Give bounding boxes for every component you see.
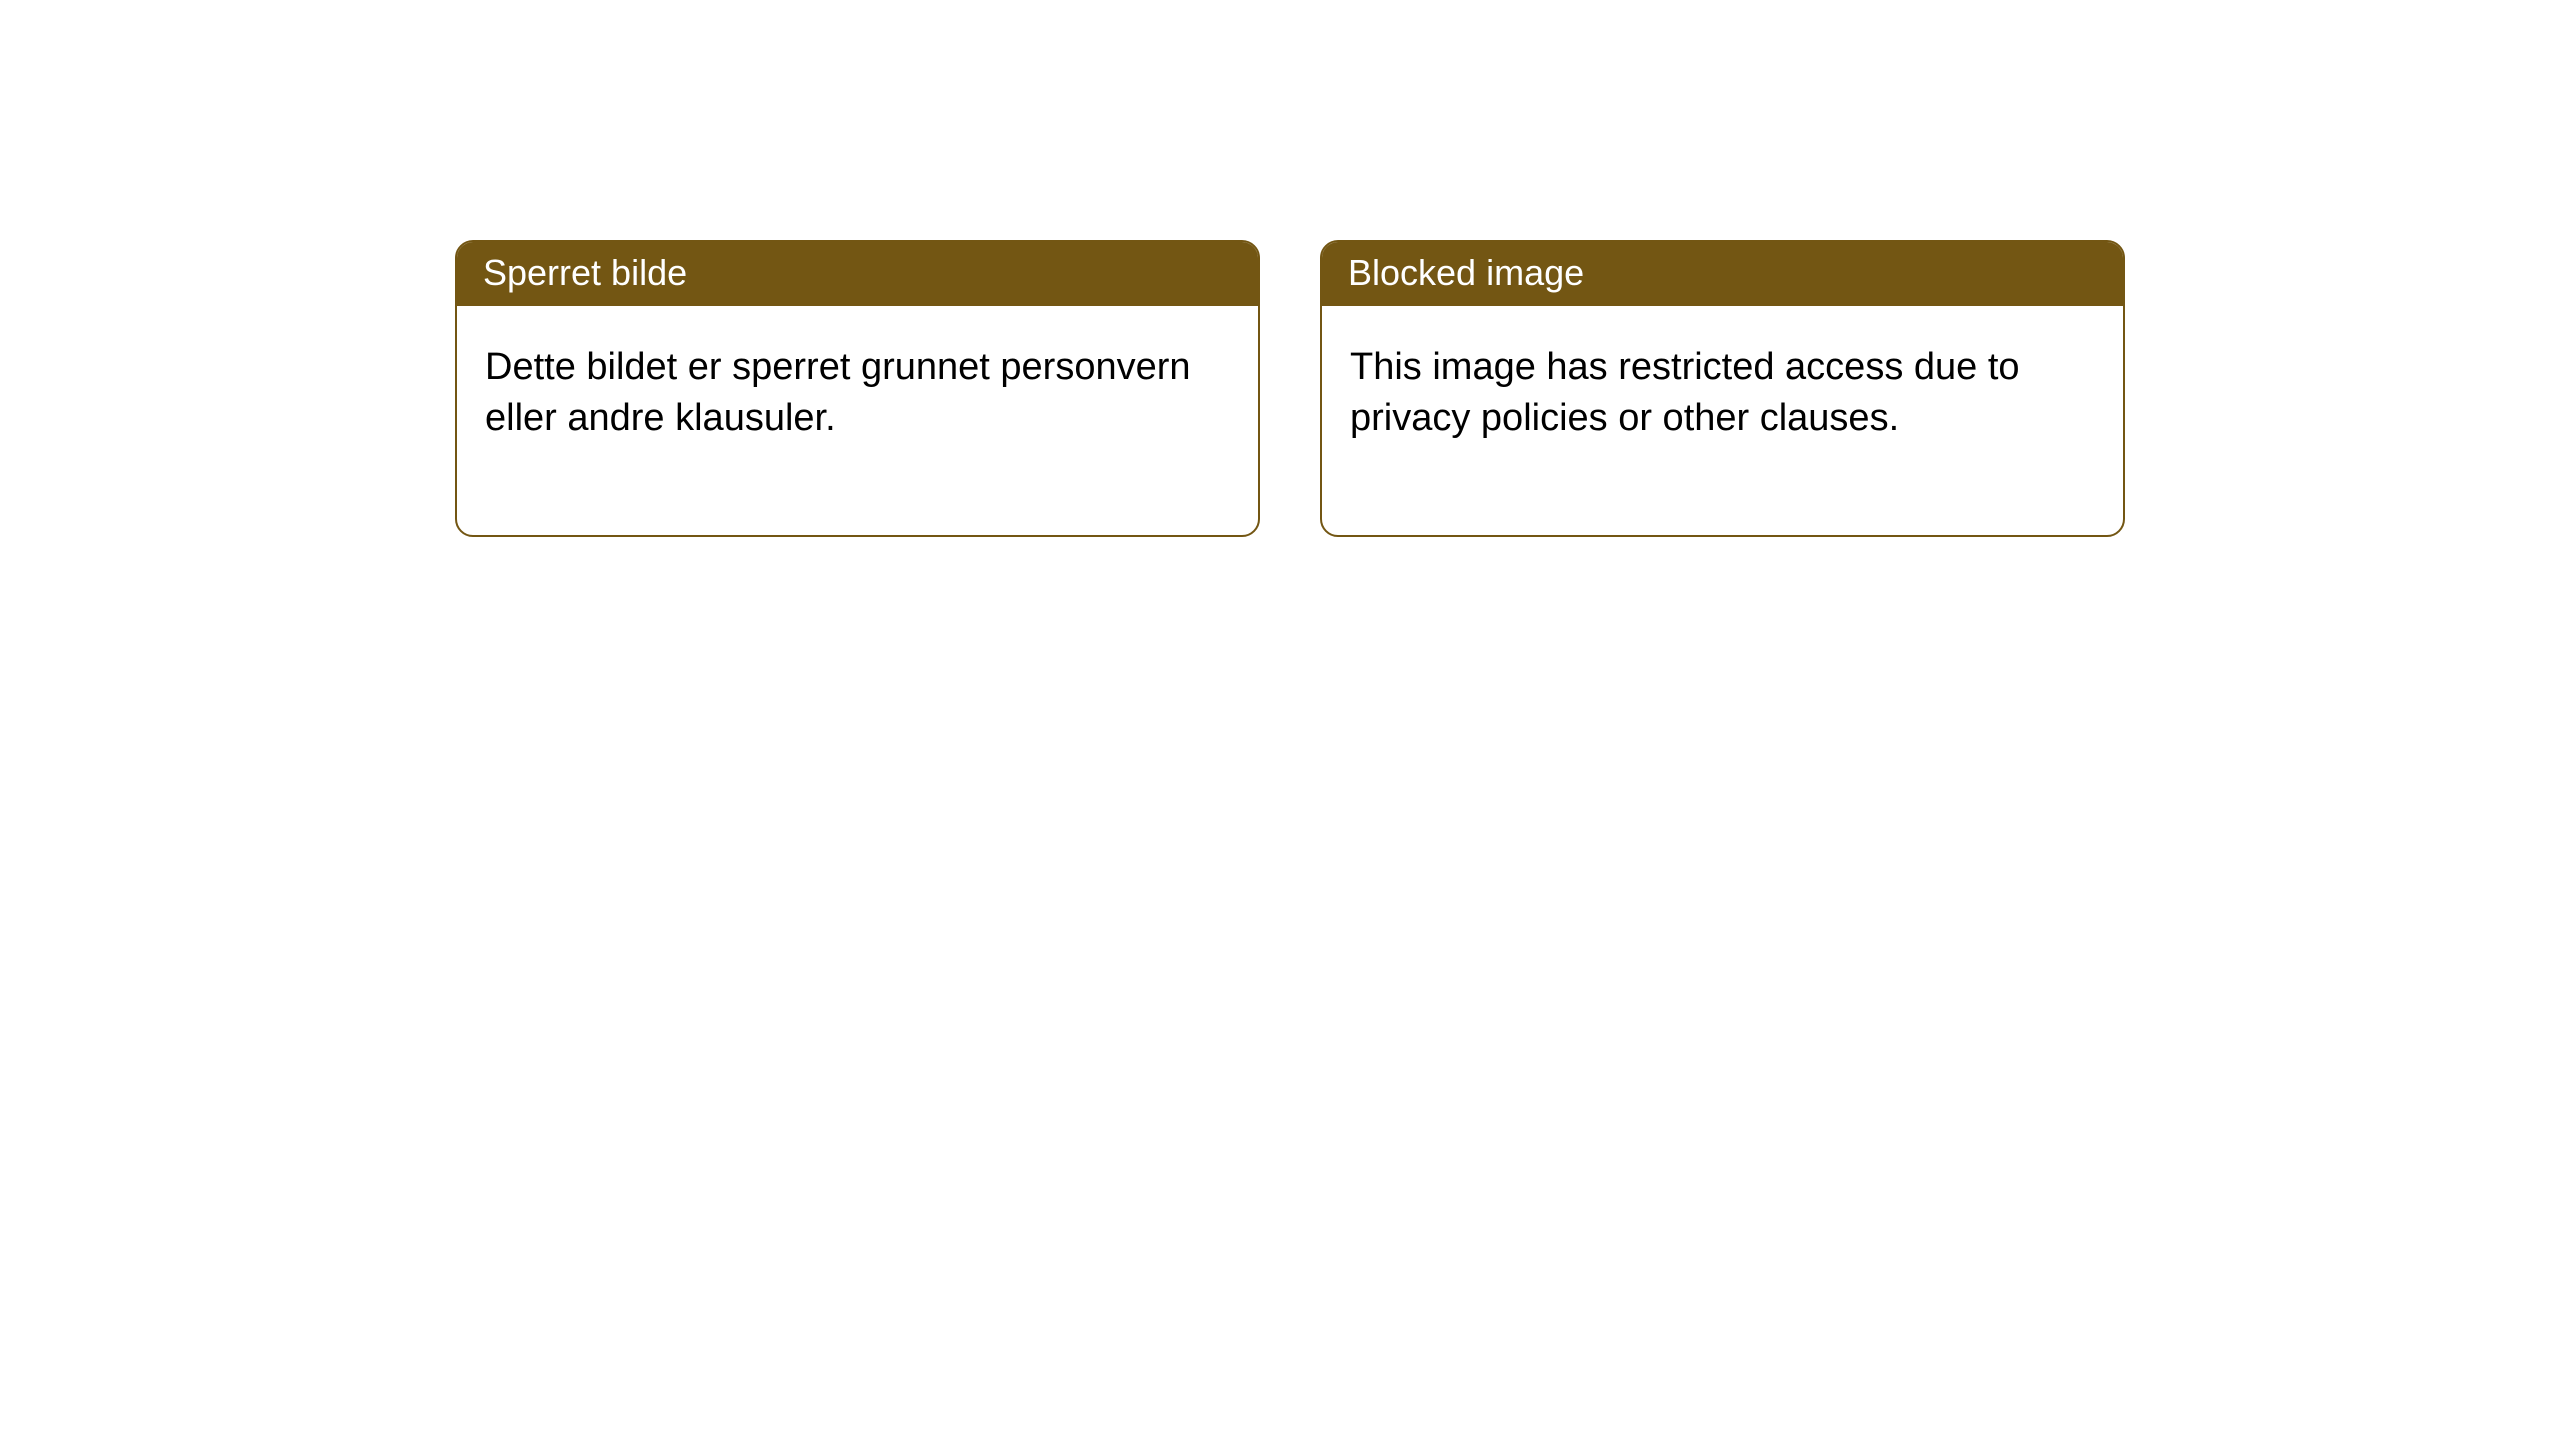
- blocked-image-cards: Sperret bilde Dette bildet er sperret gr…: [0, 0, 2560, 537]
- card-body-no: Dette bildet er sperret grunnet personve…: [457, 306, 1258, 535]
- card-header-no: Sperret bilde: [457, 242, 1258, 306]
- card-body-en: This image has restricted access due to …: [1322, 306, 2123, 535]
- blocked-card-no: Sperret bilde Dette bildet er sperret gr…: [455, 240, 1260, 537]
- card-header-en: Blocked image: [1322, 242, 2123, 306]
- blocked-card-en: Blocked image This image has restricted …: [1320, 240, 2125, 537]
